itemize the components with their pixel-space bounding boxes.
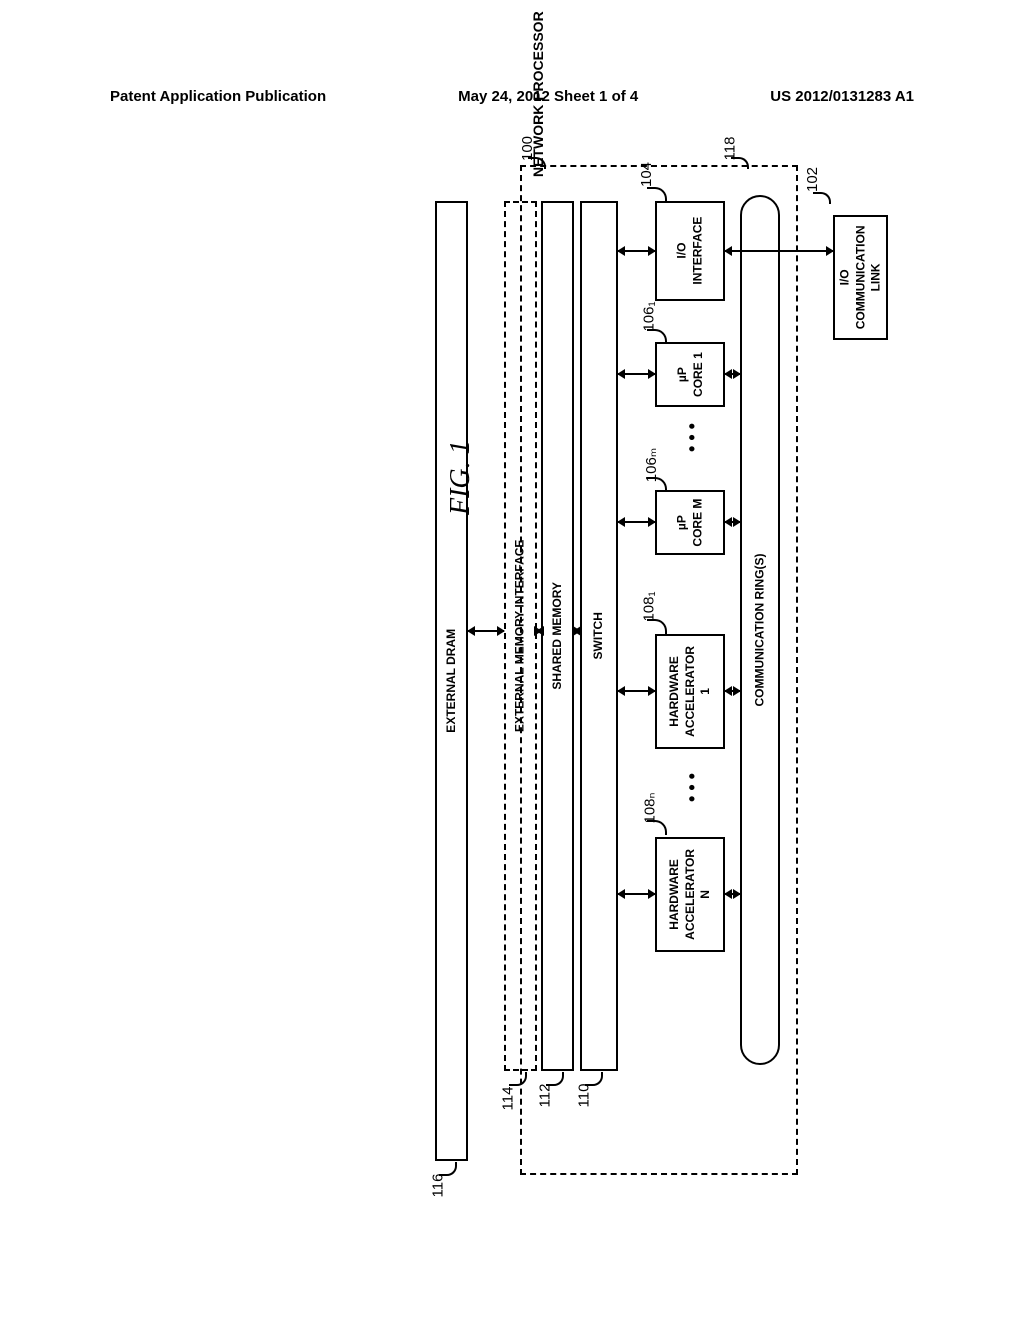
arrow-bidir	[725, 373, 740, 375]
ref-108-1: 108₁	[641, 591, 658, 621]
core-m-block: µPCORE M	[655, 490, 725, 555]
hw-accel-1-block: HARDWAREACCELERATOR1	[655, 634, 725, 749]
arrow-bidir	[618, 521, 655, 523]
header-center: May 24, 2012 Sheet 1 of 4	[458, 88, 638, 105]
shared-memory-block: SHARED MEMORY	[541, 201, 574, 1071]
ext-dram-block: EXTERNAL DRAM	[435, 201, 468, 1161]
arrow-bidir	[537, 630, 541, 632]
arrow-bidir	[468, 630, 504, 632]
io-communication-link-block: I/OCOMMUNICATIONLINK	[833, 215, 888, 340]
shared-mem-label: SHARED MEMORY	[550, 582, 566, 690]
io-interface-label: I/OINTERFACE	[674, 217, 705, 285]
ext-mem-if-label: EXTERNAL MEMORY INTERFACE	[513, 540, 529, 732]
hw-accel-n-block: HARDWAREACCELERATORN	[655, 837, 725, 952]
arrow-bidir	[574, 630, 580, 632]
ref-100: 100	[519, 136, 536, 161]
communication-ring-block: COMMUNICATION RING(S)	[740, 195, 780, 1065]
arrow-bidir	[725, 250, 833, 252]
arrow-bidir	[618, 373, 655, 375]
core-m-label: µPCORE M	[674, 499, 705, 547]
ref-104: 104	[638, 162, 655, 187]
ref-118: 118	[721, 137, 738, 161]
switch-label: SWITCH	[591, 612, 607, 659]
arrow-bidir	[725, 893, 740, 895]
figure-1: FIG. 1 I/OCOMMUNICATIONLINK 102 NETWORK …	[80, 165, 930, 1185]
ref-106-m: 106ₘ	[642, 448, 660, 482]
leader-line	[813, 192, 831, 204]
ellipsis: • • •	[682, 773, 703, 802]
switch-block: SWITCH	[580, 201, 618, 1071]
ref-114: 114	[499, 1087, 516, 1111]
ellipsis: • • •	[682, 423, 703, 452]
ref-110: 110	[575, 1084, 592, 1108]
ref-116: 116	[429, 1174, 446, 1198]
hw-accel-1-label: HARDWAREACCELERATOR1	[667, 646, 714, 737]
ref-112: 112	[536, 1084, 553, 1108]
header-right: US 2012/0131283 A1	[770, 88, 914, 105]
hw-accel-n-label: HARDWAREACCELERATORN	[667, 849, 714, 940]
arrow-bidir	[618, 893, 655, 895]
ref-106-1: 106₁	[641, 301, 658, 331]
io-link-label: I/OCOMMUNICATIONLINK	[837, 226, 884, 330]
core-1-block: µPCORE 1	[655, 342, 725, 407]
arrow-bidir	[618, 690, 655, 692]
arrow-bidir	[725, 690, 740, 692]
ref-108-n: 108ₙ	[641, 792, 659, 823]
comm-ring-label: COMMUNICATION RING(S)	[753, 553, 767, 706]
core-1-label: µPCORE 1	[674, 352, 705, 397]
arrow-bidir	[725, 521, 740, 523]
arrow-bidir	[618, 250, 655, 252]
ext-dram-label: EXTERNAL DRAM	[444, 629, 460, 733]
ext-mem-interface-block: EXTERNAL MEMORY INTERFACE	[504, 201, 537, 1071]
io-interface-block: I/OINTERFACE	[655, 201, 725, 301]
page-header: Patent Application Publication May 24, 2…	[0, 88, 1024, 105]
ref-102: 102	[804, 167, 821, 192]
header-left: Patent Application Publication	[110, 88, 326, 105]
